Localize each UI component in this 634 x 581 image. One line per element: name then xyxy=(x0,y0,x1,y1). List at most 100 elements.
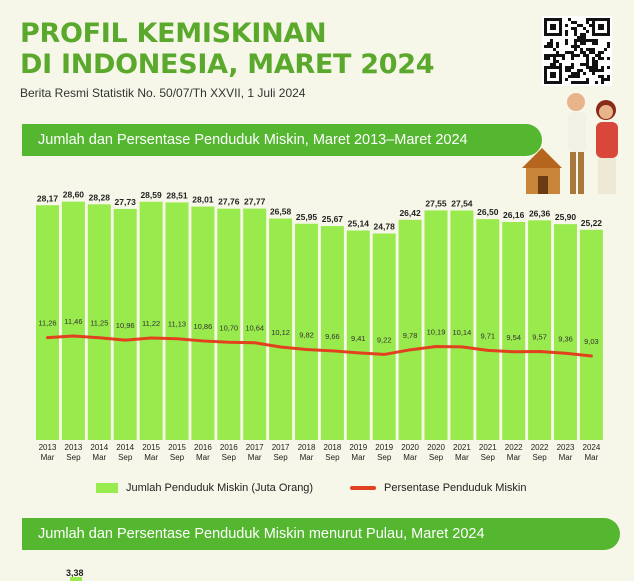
x-tick-label-period: Mar xyxy=(196,453,210,462)
bar xyxy=(217,208,241,440)
line-value-label: 11,25 xyxy=(90,319,108,328)
bar xyxy=(36,205,59,440)
x-tick-label-period: Mar xyxy=(559,453,573,462)
bar xyxy=(346,230,370,440)
x-tick-label-year: 2019 xyxy=(349,443,367,452)
line-value-label: 9,54 xyxy=(506,333,521,342)
x-tick-label-period: Sep xyxy=(66,453,81,462)
x-tick-label-year: 2013 xyxy=(65,443,83,452)
x-tick-label-year: 2024 xyxy=(583,443,601,452)
x-tick-label-period: Sep xyxy=(170,453,185,462)
x-tick-label-year: 2015 xyxy=(168,443,186,452)
x-tick-label-year: 2018 xyxy=(298,443,316,452)
line-value-label: 10,19 xyxy=(427,327,446,336)
x-tick-label-period: Mar xyxy=(300,453,314,462)
family-house-illustration xyxy=(522,93,618,194)
legend-swatch-bars xyxy=(96,483,118,493)
bar xyxy=(295,223,318,440)
bar xyxy=(243,208,267,440)
legend-item-line: Persentase Penduduk Miskin xyxy=(350,482,526,494)
line-value-label: 10,86 xyxy=(194,322,213,331)
bar xyxy=(476,219,500,440)
line-value-label: 9,36 xyxy=(558,334,573,343)
bar-value-label: 25,67 xyxy=(322,214,344,224)
island-bar xyxy=(70,577,82,581)
island-bar-value: 3,38 xyxy=(66,568,84,578)
line-value-label: 11,26 xyxy=(38,319,56,328)
bar-value-label: 28,28 xyxy=(89,192,111,202)
bar-value-label: 27,76 xyxy=(218,197,240,207)
x-tick-label-year: 2016 xyxy=(220,443,238,452)
line-value-label: 9,41 xyxy=(351,334,366,343)
bar-value-label: 28,51 xyxy=(166,190,188,200)
x-tick-label-year: 2020 xyxy=(401,443,419,452)
bar xyxy=(579,229,603,440)
x-tick-label-period: Mar xyxy=(351,453,365,462)
x-tick-label-period: Mar xyxy=(41,453,55,462)
bar xyxy=(320,226,344,440)
bar-value-label: 28,01 xyxy=(192,195,214,205)
legend-label-bars: Jumlah Penduduk Miskin (Juta Orang) xyxy=(126,482,314,494)
bar xyxy=(139,201,163,440)
x-tick-label-period: Sep xyxy=(325,453,340,462)
bar xyxy=(398,219,422,440)
bar xyxy=(165,202,189,440)
section-banner-island: Jumlah dan Persentase Penduduk Miskin me… xyxy=(22,518,620,550)
x-tick-label-period: Mar xyxy=(144,453,158,462)
poverty-percentage-line xyxy=(46,334,593,358)
bar xyxy=(269,218,293,440)
bar-value-label: 28,60 xyxy=(63,190,85,200)
x-tick-label-period: Mar xyxy=(585,453,599,462)
bar xyxy=(372,233,396,440)
bar-value-label: 27,73 xyxy=(115,197,137,207)
line-value-label: 11,22 xyxy=(142,319,160,328)
x-tick-label-year: 2021 xyxy=(479,443,497,452)
x-tick-label-year: 2017 xyxy=(246,443,264,452)
bar xyxy=(554,224,577,440)
line-value-label: 9,22 xyxy=(377,335,392,344)
bar-value-label: 25,95 xyxy=(296,212,318,222)
bar-value-label: 27,55 xyxy=(425,198,447,208)
x-tick-label-period: Mar xyxy=(403,453,417,462)
legend-item-bars: Jumlah Penduduk Miskin (Juta Orang) xyxy=(96,482,313,494)
bar-value-label: 28,59 xyxy=(140,190,162,200)
x-tick-label-year: 2017 xyxy=(272,443,290,452)
bar-value-label: 25,22 xyxy=(581,218,603,228)
x-tick-label-year: 2015 xyxy=(142,443,160,452)
line-value-label: 11,13 xyxy=(168,320,186,329)
x-tick-label-period: Sep xyxy=(377,453,392,462)
bar-value-label: 26,50 xyxy=(477,207,499,217)
x-tick-label-period: Sep xyxy=(273,453,288,462)
bar-value-label: 26,36 xyxy=(529,208,551,218)
x-tick-label-period: Mar xyxy=(455,453,469,462)
section-banner-trend: Jumlah dan Persentase Penduduk Miskin, M… xyxy=(22,124,542,156)
line-value-label: 10,64 xyxy=(245,324,264,333)
page-title-line-2: DI INDONESIA, MARET 2024 xyxy=(20,49,435,80)
x-tick-label-period: Mar xyxy=(507,453,521,462)
x-tick-label-year: 2022 xyxy=(505,443,523,452)
x-tick-label-period: Sep xyxy=(118,453,133,462)
bar-value-label: 24,78 xyxy=(374,222,396,232)
line-value-label: 11,46 xyxy=(64,317,82,326)
x-tick-label-year: 2019 xyxy=(375,443,393,452)
line-value-label: 10,14 xyxy=(453,328,472,337)
poverty-trend-chart: 28,1711,262013Mar28,6011,462013Sep28,281… xyxy=(36,190,603,462)
bar-value-label: 25,14 xyxy=(348,219,370,229)
bar xyxy=(424,210,448,440)
line-value-label: 9,57 xyxy=(532,333,547,342)
bar xyxy=(450,210,474,440)
x-tick-label-period: Mar xyxy=(248,453,262,462)
line-value-label: 10,12 xyxy=(271,328,290,337)
bar-value-label: 26,58 xyxy=(270,207,292,217)
bar xyxy=(502,222,526,440)
x-tick-label-year: 2021 xyxy=(453,443,471,452)
qr-code-icon[interactable] xyxy=(542,16,612,86)
legend-swatch-line xyxy=(350,486,376,490)
bar-value-label: 27,54 xyxy=(451,199,473,209)
bar-value-label: 27,77 xyxy=(244,197,266,207)
page-subtitle: Berita Resmi Statistik No. 50/07/Th XXVI… xyxy=(20,86,306,100)
line-value-label: 10,96 xyxy=(116,321,135,330)
x-tick-label-year: 2023 xyxy=(557,443,575,452)
bar-value-label: 28,17 xyxy=(37,193,59,203)
legend-label-line: Persentase Penduduk Miskin xyxy=(384,482,527,494)
